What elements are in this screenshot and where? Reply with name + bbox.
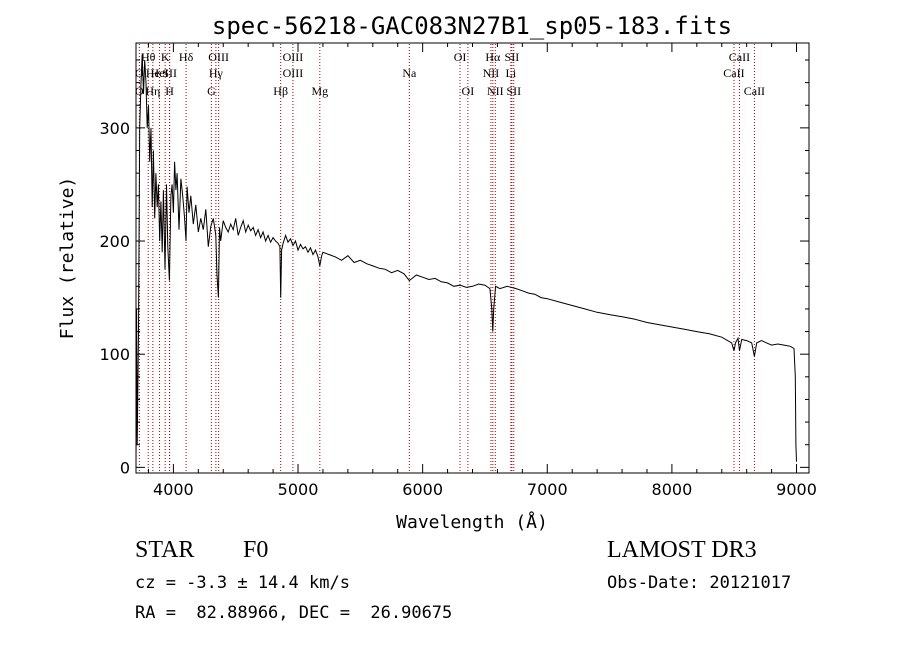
line-label-27: CaII [723,66,744,80]
line-label-23: SII [505,50,520,64]
line-label-24: Li [506,66,517,80]
line-label-25: SII [506,84,521,98]
line-label-2: Hθ [141,50,156,64]
x-tick-label-8000: 8000 [652,480,693,499]
plot-frame [135,42,810,474]
object-subclass: F0 [243,537,269,563]
object-class: STAR [135,537,195,563]
observation-date: Obs-Date: 20121017 [607,573,792,593]
y-axis-ticks: 0 100 200 300 [99,59,809,477]
x-tick-label-6000: 6000 [402,480,443,499]
line-label-10: OIII [208,50,229,64]
spectrum-line [135,54,797,468]
line-label-12: G [207,84,216,98]
y-tick-label-300: 300 [99,119,130,138]
line-label-9: Hδ [179,50,194,64]
line-label-20: Hα [485,50,501,64]
line-label-17: Na [402,66,417,80]
velocity-readout: cz = -3.3 ± 14.4 km/s [135,573,350,593]
coordinates-readout: RA = 82.88966, DEC = 26.90675 [135,603,453,623]
line-label-11: Hγ [209,66,224,80]
x-tick-label-4000: 4000 [153,480,194,499]
line-label-7: SII [162,66,177,80]
x-tick-label-7000: 7000 [527,480,568,499]
line-label-18: OI [454,50,467,64]
line-label-3: He [146,66,160,80]
line-label-14: OIII [283,66,304,80]
spectral-line-markers [138,44,755,472]
y-tick-label-0: 0 [120,458,130,477]
y-tick-label-200: 200 [99,232,130,251]
chart-title: spec-56218-GAC083N27B1_sp05-183.fits [212,12,732,40]
x-tick-label-9000: 9000 [776,480,817,499]
x-axis-ticks: 4000 5000 6000 7000 8000 9000 [147,43,817,499]
line-label-16: Mg [311,84,328,98]
line-label-21: NII [483,66,500,80]
x-axis-label: Wavelength (Å) [396,511,548,533]
line-label-4: Hη [145,84,160,98]
line-label-15: Hβ [273,84,288,98]
x-tick-label-5000: 5000 [278,480,319,499]
line-label-1: O [135,84,144,98]
survey-name: LAMOST DR3 [607,537,757,563]
line-label-26: CaII [729,50,750,64]
line-label-13: OIII [283,50,304,64]
line-label-5: K [161,50,170,64]
y-axis-label: Flux (relative) [57,177,78,340]
line-label-22: NII [487,84,504,98]
y-tick-label-100: 100 [99,345,130,364]
line-label-8: H [165,84,174,98]
line-label-0: O [135,66,144,80]
line-label-28: CaII [744,84,765,98]
line-label-6: HeI [151,66,169,80]
line-label-19: OI [462,84,475,98]
